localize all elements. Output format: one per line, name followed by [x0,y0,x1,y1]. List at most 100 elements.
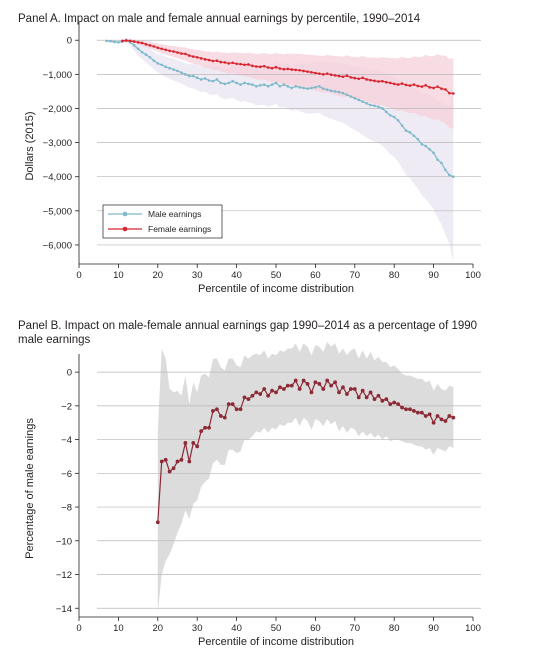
data-point [187,459,192,464]
data-point [373,104,376,108]
x-tick-label: 10 [113,623,124,634]
y-tick-label: 0 [67,368,72,379]
data-point [156,46,160,50]
data-point [246,397,251,402]
y-tick-label: −1,000 [43,70,72,81]
legend-male-marker [122,211,128,217]
x-tick-label: 20 [153,623,164,634]
legend-male-label: Male earnings [148,209,201,219]
data-point [285,383,290,388]
x-tick-label: 0 [76,623,81,634]
data-point [432,151,435,155]
x-axis-label: Percentile of income distribution [198,636,354,648]
data-point [357,77,361,81]
data-point [310,71,313,74]
data-point [262,83,266,86]
y-tick-label: −10 [56,536,72,547]
data-point [159,459,164,464]
data-point [305,382,310,386]
data-point [203,425,207,430]
data-point [218,414,223,418]
data-point [325,88,329,92]
data-point [168,49,171,53]
data-point [191,74,195,78]
x-tick-label: 10 [113,270,124,281]
x-tick-label: 60 [310,270,321,281]
data-point [175,459,180,464]
data-point [349,95,353,98]
data-point [423,414,428,418]
data-point [333,90,337,93]
data-point [452,92,455,95]
data-point [381,79,384,83]
data-point [361,100,364,103]
data-point [360,388,365,393]
x-tick-label: 0 [76,270,81,281]
data-point [156,62,160,65]
data-point [286,67,290,71]
data-point [314,86,317,89]
data-point [215,59,219,63]
data-point [258,83,262,87]
confidence-band [122,38,454,129]
data-point [148,55,152,59]
data-point [392,115,396,119]
data-point [376,393,381,398]
data-point [148,44,152,47]
data-point [420,85,424,88]
data-point [420,142,424,146]
data-point [230,402,235,407]
data-point [152,59,156,63]
data-point [408,131,412,134]
data-point [369,103,372,107]
data-point [290,86,294,90]
data-point [184,52,187,56]
data-point [329,73,333,76]
data-point [353,76,357,80]
data-point [184,73,187,76]
data-point [290,68,294,71]
x-tick-label: 40 [231,270,242,281]
data-point [132,44,136,47]
data-point [180,71,183,74]
data-point [144,53,148,56]
data-point [341,91,345,95]
y-axis-label: Dollars (2015) [24,111,36,180]
data-point [234,407,239,412]
data-point [207,58,211,62]
data-point [428,86,431,89]
data-point [313,380,318,385]
data-point [298,86,301,89]
data-point [333,74,337,77]
data-point [451,415,456,420]
data-point [385,110,388,114]
data-point [306,87,309,90]
data-point [432,86,435,90]
data-point [168,66,171,70]
data-point [321,73,325,76]
data-point [172,68,175,71]
data-point [380,398,385,403]
data-point [215,407,219,412]
data-point [341,385,345,390]
data-point [400,82,404,85]
data-point [211,79,215,83]
data-point [152,45,156,48]
data-point [105,39,108,43]
data-point [219,81,223,85]
data-point [136,47,140,51]
data-point [436,85,439,88]
data-point [188,74,191,78]
data-point [436,158,439,161]
data-point [270,388,274,393]
data-point [199,429,204,434]
data-point [243,81,246,85]
data-point [325,72,329,75]
data-point [281,387,286,391]
y-tick-label: −14 [56,604,72,615]
data-point [373,79,376,83]
data-point [226,402,231,407]
data-point [160,63,164,67]
data-point [424,83,428,87]
data-point [447,414,452,418]
